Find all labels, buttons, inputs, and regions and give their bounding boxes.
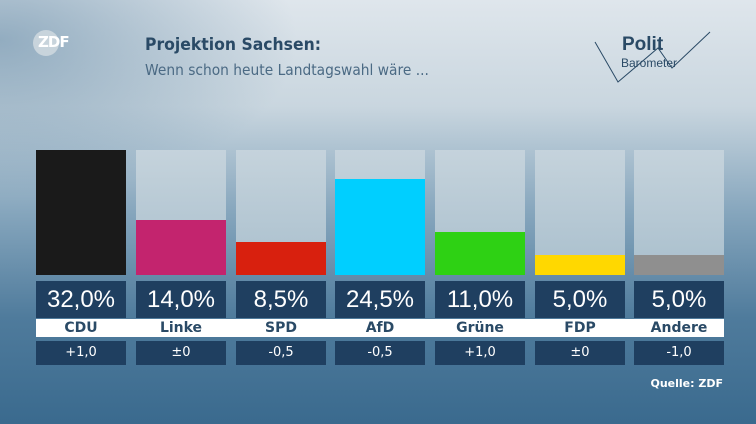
change-label: -1,0: [634, 341, 724, 365]
change-label: -0,5: [236, 341, 326, 365]
category-label: CDU: [64, 320, 98, 336]
bar-track: [535, 150, 625, 275]
bar-track: [36, 150, 126, 275]
chart-subtitle: Wenn schon heute Landtagswahl wäre ...: [145, 61, 429, 79]
bar: [36, 150, 126, 275]
bar-track: [634, 150, 724, 275]
bar-track: [335, 150, 425, 275]
change-label: +1,0: [36, 341, 126, 365]
value-label: 5,0%: [535, 281, 625, 318]
politbarometer-logo-icon: [594, 31, 711, 83]
politbarometer-title: Polit: [622, 34, 664, 55]
category-label: Andere: [650, 320, 708, 336]
category-label: FDP: [564, 320, 596, 336]
value-label: 8,5%: [236, 281, 326, 318]
bar: [136, 220, 226, 275]
value-label: 5,0%: [634, 281, 724, 318]
bar: [335, 179, 425, 275]
zdf-logo-text: ZDF: [38, 33, 70, 51]
bar-track: [236, 150, 326, 275]
change-label: -0,5: [335, 341, 425, 365]
change-label: ±0: [535, 341, 625, 365]
party-name-strip: [36, 319, 724, 337]
bar: [535, 255, 625, 275]
bar: [435, 232, 525, 275]
bar: [634, 255, 724, 275]
bar-track: [136, 150, 226, 275]
category-label: Grüne: [456, 320, 504, 336]
bar-track: [435, 150, 525, 275]
chart-title: Projektion Sachsen:: [145, 35, 321, 55]
change-label: +1,0: [435, 341, 525, 365]
category-label: AfD: [365, 320, 395, 336]
value-label: 32,0%: [36, 281, 126, 318]
category-label: SPD: [265, 320, 297, 336]
politbarometer-subtitle: Barometer: [621, 56, 678, 70]
category-label: Linke: [159, 320, 203, 336]
value-label: 11,0%: [435, 281, 525, 318]
value-label: 14,0%: [136, 281, 226, 318]
zdf-logo: [33, 30, 59, 56]
bar: [236, 241, 326, 275]
change-label: ±0: [136, 341, 226, 365]
value-label: 24,5%: [335, 281, 425, 318]
source-label: Quelle: ZDF: [650, 377, 724, 390]
